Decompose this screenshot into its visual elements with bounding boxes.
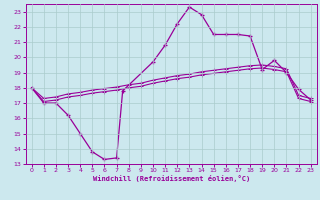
- X-axis label: Windchill (Refroidissement éolien,°C): Windchill (Refroidissement éolien,°C): [92, 175, 250, 182]
